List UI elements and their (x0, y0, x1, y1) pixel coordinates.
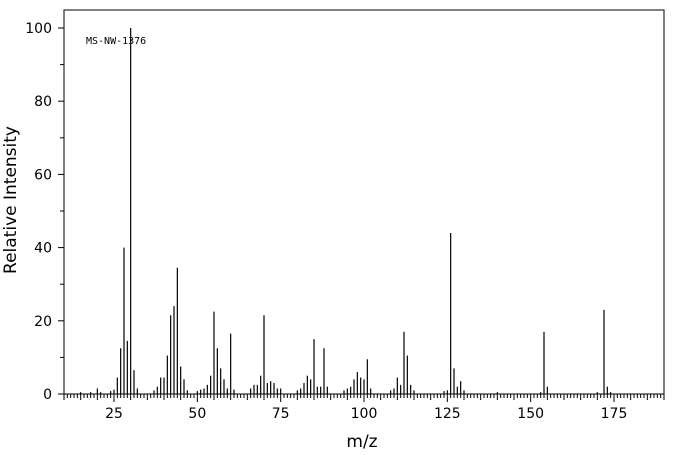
x-axis: 25 50 75 100 125 150 175 (63, 394, 665, 422)
x-axis-label: m/z (346, 432, 377, 452)
y-tick-label: 60 (34, 167, 52, 183)
y-tick-label: 0 (43, 387, 52, 403)
y-axis: 0 20 40 60 80 100 (25, 21, 64, 403)
peaks-group (80, 28, 612, 394)
y-tick-label: 80 (34, 94, 52, 110)
x-tick-label: 125 (434, 406, 461, 422)
chart-annotation: MS-NW-1376 (86, 36, 146, 47)
x-tick-label: 150 (517, 406, 544, 422)
y-tick-label: 100 (25, 21, 52, 37)
y-axis-label: Relative Intensity (1, 126, 21, 274)
plot-frame (63, 9, 665, 395)
x-tick-label: 100 (351, 406, 378, 422)
y-tick-label: 40 (34, 241, 52, 257)
y-tick-label: 20 (34, 314, 52, 330)
x-tick-label: 50 (188, 406, 206, 422)
x-tick-label: 25 (105, 406, 123, 422)
x-tick-label: 75 (272, 406, 290, 422)
x-tick-label: 175 (601, 406, 628, 422)
